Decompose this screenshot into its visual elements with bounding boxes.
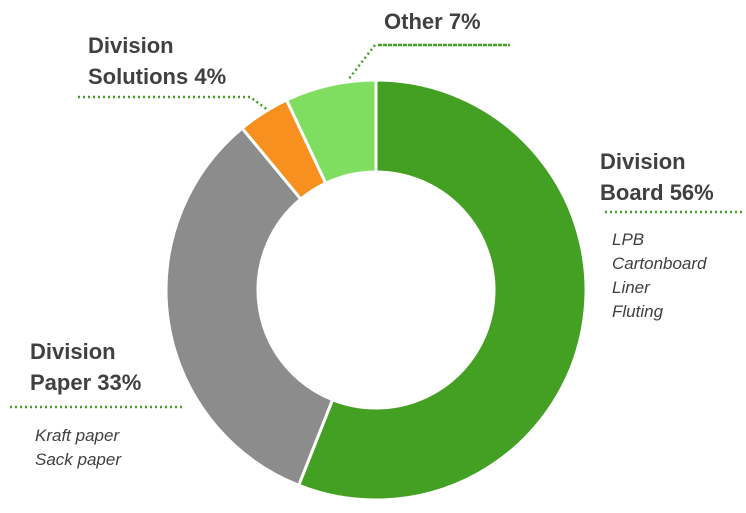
detail-item: Cartonboard (612, 254, 707, 273)
donut-slice (296, 78, 588, 502)
donut-slice (284, 78, 378, 186)
leader-line (78, 95, 269, 112)
slice-label: Other 7% (384, 6, 524, 37)
detail-item: LPB (612, 230, 645, 249)
detail-item: Fluting (612, 302, 664, 321)
slice-value: 56% (669, 180, 714, 205)
leader-line (347, 43, 510, 81)
slice-name: Division Solutions (88, 33, 189, 89)
slice-label: Division Board 56% (600, 146, 740, 208)
detail-item: Kraft paper (35, 426, 120, 445)
slice-name: Division Board (600, 149, 686, 205)
slice-value: 7% (448, 9, 481, 34)
detail-item: Liner (612, 278, 650, 297)
slice-name: Other (384, 9, 443, 34)
slice-label: Division Solutions 4% (88, 30, 268, 92)
donut-slice (164, 126, 335, 488)
slice-value: 33% (97, 370, 142, 395)
detail-item: Sack paper (35, 450, 121, 469)
slice-label: Division Paper 33% (30, 336, 180, 398)
slice-value: 4% (194, 64, 227, 89)
slice-name: Division Paper (30, 339, 116, 395)
